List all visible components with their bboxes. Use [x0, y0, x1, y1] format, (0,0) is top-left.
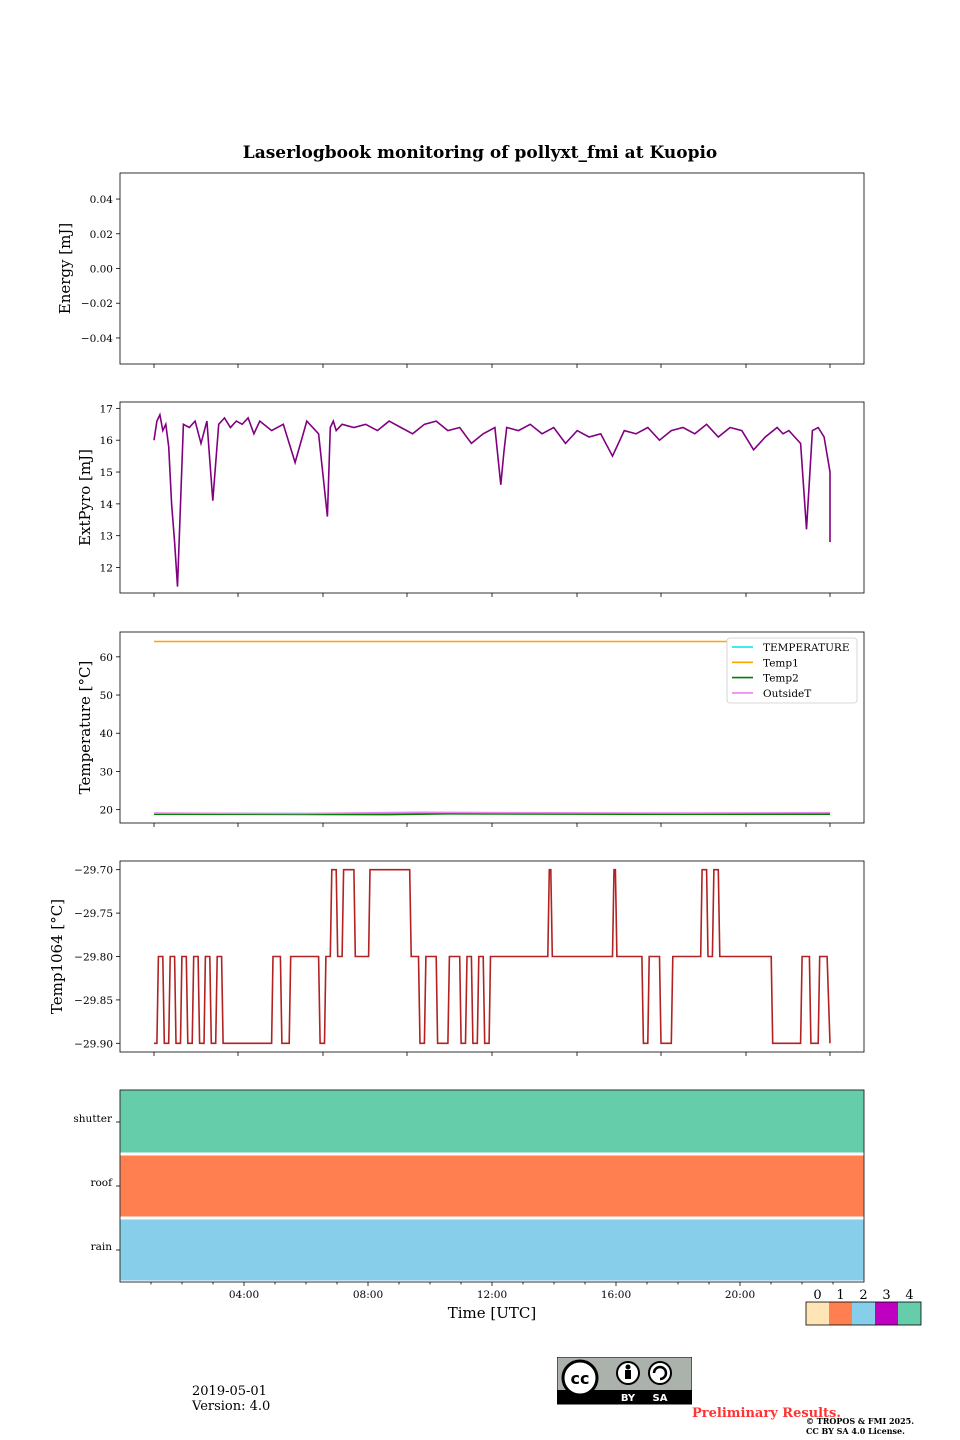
colorbar-label: 1 [836, 1288, 844, 1303]
sa-share-icon [648, 1361, 672, 1385]
y-tick-label: −29.75 [74, 908, 113, 920]
y-axis-label: Temp1064 [°C] [48, 899, 66, 1014]
y-tick-label: −29.70 [74, 865, 113, 877]
copyright-line-1: © TROPOS & FMI 2025. [806, 1416, 915, 1426]
preliminary-label: Preliminary Results. [692, 1406, 841, 1421]
status-band-rain [120, 1219, 864, 1281]
colorbar-cell [829, 1302, 852, 1325]
colorbar-cell [852, 1302, 875, 1325]
colorbar-cell [806, 1302, 829, 1325]
panel-temperature: 60 50 40 30 20 Temperature [°C] TEMPERATURE Tem… [76, 631, 865, 827]
y-tick-label: 12 [100, 563, 113, 575]
preliminary-text: Preliminary Results. [692, 1406, 841, 1421]
y-tick-label: 15 [100, 467, 113, 479]
x-tick-label: 16:00 [601, 1289, 631, 1301]
series-line-temp1064 [154, 868, 831, 1045]
colorbar-cell [875, 1302, 898, 1325]
legend-entry: TEMPERATURE [763, 642, 850, 654]
y-tick-label: −29.90 [74, 1038, 113, 1050]
panel-status: shutter roof rain 04:00 08:00 12:00 16:00 20:00… [73, 1089, 865, 1322]
y-tick-label: 17 [100, 403, 113, 415]
y-tick-label: −0.02 [81, 298, 113, 310]
colorbar-label: 4 [905, 1288, 913, 1303]
y-tick-label: 40 [100, 728, 113, 740]
license-sa-label: SA [653, 1393, 668, 1404]
legend-entry: Temp2 [763, 673, 799, 685]
series-line-temp2 [153, 812, 830, 816]
figure-title: Laserlogbook monitoring of pollyxt_fmi a… [243, 143, 718, 163]
legend-entry: Temp1 [763, 657, 799, 669]
y-tick-label: 13 [100, 531, 113, 543]
colorbar-cell [898, 1302, 921, 1325]
panel-energy: 0.04 0.02 0.00 −0.02 −0.04 Energy [mJ] [56, 172, 865, 368]
x-tick-label: 20:00 [725, 1289, 755, 1301]
legend: TEMPERATURE Temp1 Temp2 OutsideT [726, 637, 858, 704]
cc-license-badge: cc BY SA [557, 1357, 692, 1405]
license-by-label: BY [621, 1393, 636, 1404]
x-tick-label: 04:00 [229, 1289, 259, 1301]
panel-temp1064: −29.70 −29.75 −29.80 −29.85 −29.90 Temp1064 [… [48, 860, 865, 1056]
cc-icon [561, 1359, 599, 1397]
legend-box [726, 637, 858, 704]
status-band-roof [120, 1155, 864, 1217]
svg-text:cc: cc [571, 1369, 590, 1388]
y-tick-label: 50 [100, 690, 113, 702]
x-tick-label: 12:00 [477, 1289, 507, 1301]
y-tick-label: −29.80 [74, 952, 113, 964]
y-tick-label: 30 [100, 766, 113, 778]
date-version-block: 2019-05-01 Version: 4.0 [192, 1384, 270, 1414]
colorbar-frame [805, 1301, 922, 1326]
axes-frame [119, 401, 865, 594]
status-band-shutter [120, 1090, 864, 1153]
y-tick-label: 14 [100, 499, 114, 511]
legend-entry: OutsideT [763, 688, 811, 700]
y-tick-label: 0.00 [90, 264, 113, 276]
date-label: 2019-05-01 [192, 1384, 267, 1399]
status-row-label: shutter [73, 1113, 113, 1125]
colorbar-label: 0 [813, 1288, 821, 1303]
y-axis-label: Temperature [°C] [76, 661, 94, 795]
axes-frame [119, 172, 865, 365]
colorbar-label: 2 [859, 1288, 867, 1303]
version-label: Version: 4.0 [192, 1399, 271, 1414]
y-tick-label: −29.85 [74, 995, 113, 1007]
x-tick-label: 08:00 [353, 1289, 383, 1301]
colorbar-label: 3 [882, 1288, 890, 1303]
y-tick-label: −0.04 [81, 333, 113, 345]
x-axis-label: Time [UTC] [448, 1304, 537, 1322]
series-line-outsidet [153, 811, 831, 815]
status-row-label: rain [91, 1241, 113, 1253]
copyright-line-2: CC BY SA 4.0 License. [806, 1426, 905, 1436]
y-axis-label: Energy [mJ] [56, 223, 74, 314]
status-row-label: roof [90, 1177, 113, 1189]
y-axis-label: ExtPyro [mJ] [76, 449, 94, 546]
panel-extpyro: 17 16 15 14 13 12 ExtPyro [mJ] [76, 401, 865, 597]
y-tick-label: 0.02 [90, 229, 113, 241]
y-tick-label: 0.04 [90, 194, 114, 206]
y-tick-label: 16 [100, 435, 114, 447]
y-tick-label: 20 [100, 805, 113, 817]
y-tick-label: 60 [100, 652, 113, 664]
copyright-block: © TROPOS & FMI 2025. CC BY SA 4.0 Licens… [806, 1416, 914, 1436]
series-line-extpyro [153, 412, 831, 587]
